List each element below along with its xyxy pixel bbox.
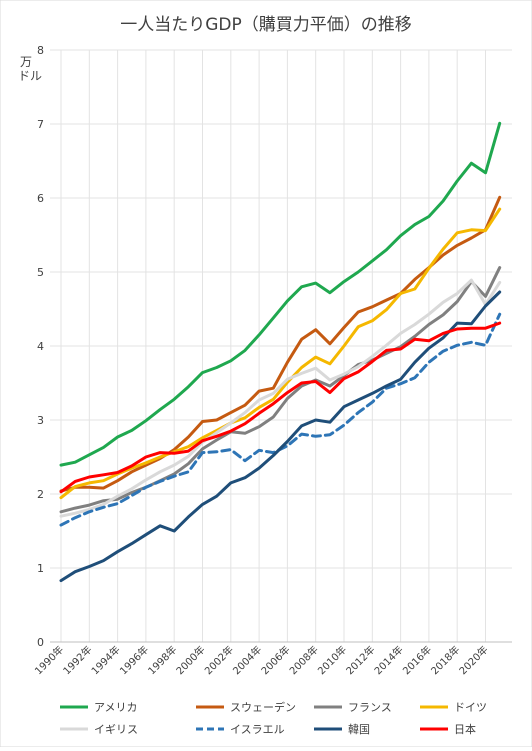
legend-item: ドイツ [420, 701, 487, 714]
y-tick-label: 3 [37, 414, 44, 427]
legend-label: 韓国 [348, 723, 370, 736]
legend-item: イスラエル [196, 723, 285, 736]
series-line-ドイツ [59, 207, 502, 500]
legend-label: アメリカ [94, 701, 137, 714]
legend-label: イギリス [94, 723, 138, 736]
legend-item: フランス [314, 701, 392, 714]
legend-label: 日本 [454, 722, 476, 736]
y-tick-label: 5 [37, 266, 44, 279]
series-line-日本 [59, 321, 502, 494]
y-tick-label: 8 [37, 44, 44, 57]
y-axis-title: 万ドル [18, 55, 42, 83]
y-tick-label: 1 [37, 562, 44, 575]
y-tick-label: 4 [37, 340, 44, 353]
legend-label: ドイツ [454, 701, 487, 714]
series-line-アメリカ [59, 121, 502, 467]
y-tick-label: 0 [37, 636, 44, 649]
y-tick-label: 6 [37, 192, 44, 205]
legend-item: アメリカ [60, 701, 137, 714]
legend-label: フランス [348, 701, 392, 714]
legend-item: 韓国 [314, 723, 370, 736]
y-tick-label: 7 [37, 118, 44, 131]
legend-item: 日本 [420, 722, 476, 736]
y-axis-title-part: ドル [18, 69, 42, 83]
series-line-フランス [59, 266, 502, 514]
legend-label: イスラエル [230, 723, 285, 736]
y-tick-label: 2 [37, 488, 44, 501]
legend-item: イギリス [60, 723, 138, 736]
series-line-イギリス [59, 278, 502, 518]
legend-item: スウェーデン [196, 700, 296, 714]
y-axis-title-part: 万 [20, 55, 32, 69]
series-lines [59, 121, 502, 583]
chart-title: 一人当たりGDP（購買力平価）の推移 [120, 15, 412, 35]
legend-label: スウェーデン [230, 700, 296, 714]
series-line-韓国 [59, 290, 502, 583]
